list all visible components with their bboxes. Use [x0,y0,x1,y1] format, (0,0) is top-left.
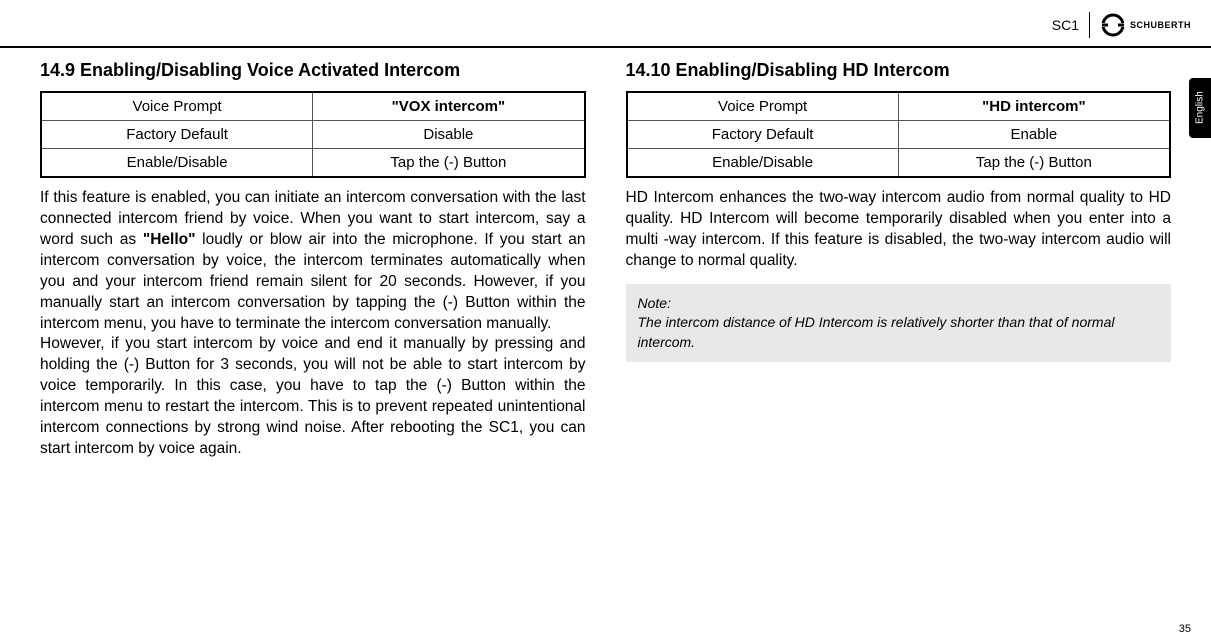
cell-value: Disable [313,121,585,149]
table-row: Enable/Disable Tap the (-) Button [627,149,1171,178]
settings-table-left: Voice Prompt "VOX intercom" Factory Defa… [40,91,586,178]
language-tab: English [1189,78,1211,138]
settings-table-right: Voice Prompt "HD intercom" Factory Defau… [626,91,1172,178]
cell-value: "HD intercom" [898,92,1170,121]
table-row: Factory Default Enable [627,121,1171,149]
table-row: Voice Prompt "VOX intercom" [41,92,585,121]
brand-text: SCHUBERTH [1130,20,1191,30]
note-text: The intercom distance of HD Intercom is … [638,313,1160,352]
top-rule [0,46,1211,48]
cell-label: Enable/Disable [41,149,313,178]
table-row: Factory Default Disable [41,121,585,149]
paragraph: If this feature is enabled, you can init… [40,188,586,334]
header-right: SC1 SCHUBERTH [1052,12,1191,38]
cell-value: Enable [898,121,1170,149]
cell-label: Factory Default [627,121,899,149]
table-row: Voice Prompt "HD intercom" [627,92,1171,121]
cell-label: Voice Prompt [627,92,899,121]
right-column: 14.10 Enabling/Disabling HD Intercom Voi… [626,60,1172,623]
paragraph: HD Intercom enhances the two-way interco… [626,188,1172,272]
hello-bold: "Hello" [143,231,196,248]
cell-label: Factory Default [41,121,313,149]
content-area: 14.9 Enabling/Disabling Voice Activated … [40,60,1171,623]
note-box: Note: The intercom distance of HD Interc… [626,284,1172,363]
note-label: Note: [638,294,1160,314]
section-heading-14-10: 14.10 Enabling/Disabling HD Intercom [626,60,1172,81]
table-row: Enable/Disable Tap the (-) Button [41,149,585,178]
logo-icon [1100,12,1126,38]
brand-logo: SCHUBERTH [1100,12,1191,38]
page: SC1 SCHUBERTH English 14.9 Enabling/Disa… [0,0,1211,643]
paragraph: However, if you start intercom by voice … [40,334,586,460]
header-divider [1089,12,1090,38]
model-label: SC1 [1052,17,1079,33]
cell-value: "VOX intercom" [313,92,585,121]
section-heading-14-9: 14.9 Enabling/Disabling Voice Activated … [40,60,586,81]
cell-value: Tap the (-) Button [898,149,1170,178]
page-number: 35 [1179,623,1191,635]
cell-value: Tap the (-) Button [313,149,585,178]
cell-label: Voice Prompt [41,92,313,121]
cell-label: Enable/Disable [627,149,899,178]
left-column: 14.9 Enabling/Disabling Voice Activated … [40,60,586,623]
